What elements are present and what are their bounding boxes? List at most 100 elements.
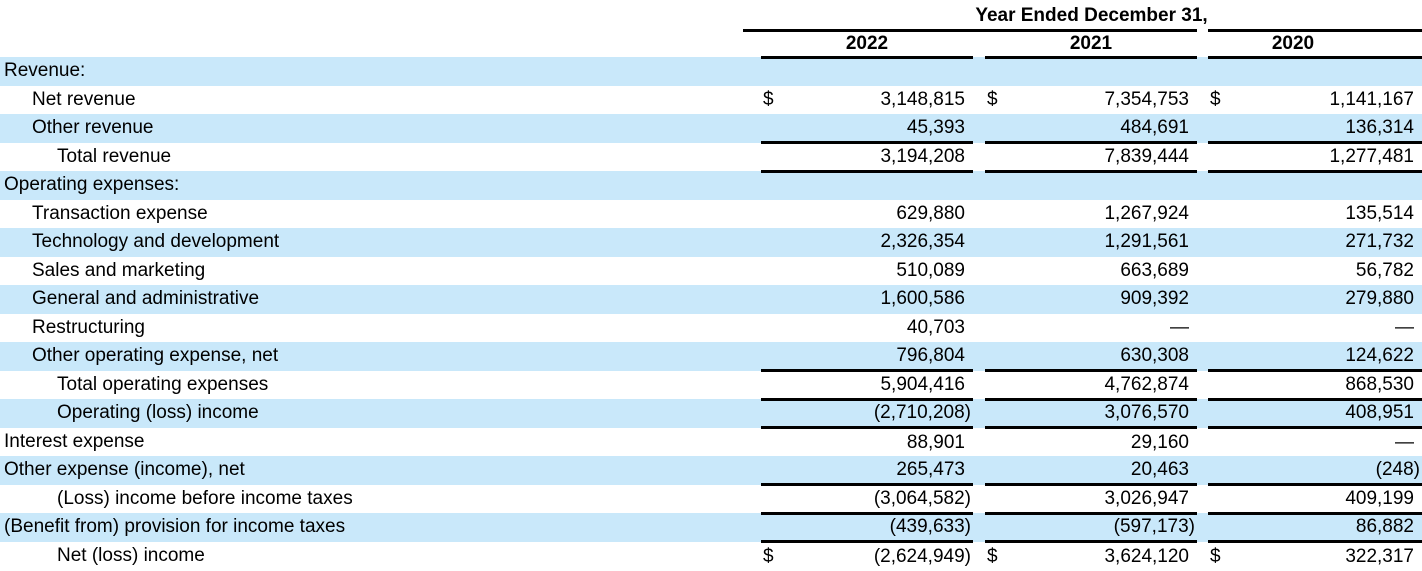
dollar-sign — [761, 57, 791, 86]
value-2022: 88,901 — [906, 431, 965, 453]
row-label: Operating (loss) income — [0, 399, 761, 428]
table-row: Restructuring 40,703 — — — [0, 314, 1422, 343]
dollar-sign — [985, 456, 1015, 485]
dollar-sign — [985, 285, 1015, 314]
dollar-sign — [1208, 200, 1238, 229]
value-2021: 4,762,874 — [1015, 369, 1197, 401]
value-2021: — — [1170, 316, 1189, 338]
value-2021 — [1015, 171, 1197, 200]
value-2021: 20,463 — [1015, 456, 1197, 485]
dollar-sign — [1208, 369, 1238, 401]
column-gap — [973, 86, 985, 115]
table-row: General and administrative 1,600,586 909,3… — [0, 285, 1422, 314]
column-gap — [1197, 342, 1208, 371]
column-gap — [1197, 314, 1208, 343]
period-underline-right — [1208, 0, 1422, 32]
dollar-sign: $ — [1210, 88, 1221, 110]
column-gap — [1197, 485, 1208, 514]
period-header: Year Ended December 31, — [975, 5, 1208, 26]
column-gap — [1197, 57, 1208, 86]
dollar-sign — [761, 200, 791, 229]
column-gap — [1197, 285, 1208, 314]
value-2020: 279,880 — [1238, 285, 1422, 314]
row-label: Other expense (income), net — [0, 456, 761, 485]
column-gap — [1197, 143, 1208, 172]
row-label: Restructuring — [32, 316, 145, 338]
value-2020: 1,277,481 — [1238, 141, 1422, 173]
dollar-sign — [985, 369, 1015, 401]
value-2022: 5,904,416 — [791, 369, 973, 401]
value-2020: 409,199 — [1238, 483, 1422, 515]
row-label: Interest expense — [4, 430, 145, 452]
value-2021: 484,691 — [1015, 114, 1197, 143]
value-2020: — — [1395, 431, 1414, 453]
table-row: Revenue: — [0, 57, 1422, 86]
dollar-sign — [761, 314, 791, 343]
table-row: Interest expense 88,901 29,160 — — [0, 428, 1422, 457]
dollar-sign — [761, 399, 791, 429]
value-2022: 3,148,815 — [880, 88, 965, 110]
column-gap — [973, 114, 985, 143]
row-label: Other revenue — [0, 114, 761, 143]
value-2020: 135,514 — [1345, 202, 1414, 224]
dollar-sign — [985, 513, 1015, 543]
column-gap — [973, 314, 985, 343]
value-2020 — [1238, 171, 1422, 200]
column-gap — [1197, 542, 1208, 571]
dollar-sign — [985, 171, 1015, 200]
column-gap — [1197, 200, 1208, 229]
dollar-sign — [985, 114, 1015, 143]
value-2021: 663,689 — [1120, 259, 1189, 281]
row-label: Total revenue — [57, 145, 172, 167]
value-2022: (3,064,582) — [791, 483, 973, 515]
table-body: Revenue: Net revenue $3,148,815 $7,354,753 $… — [0, 57, 1422, 570]
column-gap — [973, 542, 985, 571]
column-gap — [973, 399, 985, 428]
table-row: Other revenue 45,393 484,691 136,314 — [0, 114, 1422, 143]
column-gap — [1197, 114, 1208, 143]
dollar-sign — [985, 200, 1015, 229]
column-gap — [973, 257, 985, 286]
table-row: Other operating expense, net 796,804 630,3… — [0, 342, 1422, 371]
period-header-row — [0, 0, 1422, 32]
table-row: Sales and marketing 510,089 663,689 56,782 — [0, 257, 1422, 286]
dollar-sign — [761, 342, 791, 371]
value-2021: 29,160 — [1130, 431, 1189, 453]
column-gap — [973, 371, 985, 400]
column-gap — [973, 342, 985, 371]
value-2021 — [1015, 57, 1197, 86]
dollar-sign — [1208, 456, 1238, 485]
value-2022 — [791, 171, 973, 200]
dollar-sign — [985, 228, 1015, 257]
column-header-2021: 2021 — [985, 30, 1197, 59]
dollar-sign — [761, 141, 791, 173]
dollar-sign — [1208, 228, 1238, 257]
value-2020: 408,951 — [1238, 399, 1422, 429]
dollar-sign — [761, 114, 791, 143]
value-2021: 909,392 — [1015, 285, 1197, 314]
dollar-sign — [985, 257, 1015, 286]
dollar-sign — [1208, 171, 1238, 200]
column-gap — [1197, 399, 1208, 428]
table-row: (Benefit from) provision for income taxe… — [0, 513, 1422, 543]
table-row: Total operating expenses 5,904,416 4,762,8… — [0, 369, 1422, 401]
header-spacer — [0, 30, 743, 57]
dollar-sign: $ — [1210, 545, 1221, 567]
value-2020: 322,317 — [1345, 545, 1414, 567]
column-gap — [973, 30, 985, 57]
dollar-sign — [1208, 57, 1238, 86]
value-2020: — — [1395, 316, 1414, 338]
value-2022: 3,194,208 — [791, 141, 973, 173]
value-2022: 629,880 — [896, 202, 965, 224]
dollar-sign — [1208, 257, 1238, 286]
column-gap — [1197, 456, 1208, 485]
row-label: Technology and development — [0, 228, 761, 257]
value-2021: 3,076,570 — [1015, 399, 1197, 429]
value-2022: 2,326,354 — [791, 228, 973, 257]
table-row: Net (loss) income $ (2,624,949) $3,624,120 $… — [0, 542, 1422, 571]
value-2020: 86,882 — [1238, 513, 1422, 543]
dollar-sign — [985, 314, 1015, 343]
table-row: Technology and development 2,326,354 1,291… — [0, 228, 1422, 257]
